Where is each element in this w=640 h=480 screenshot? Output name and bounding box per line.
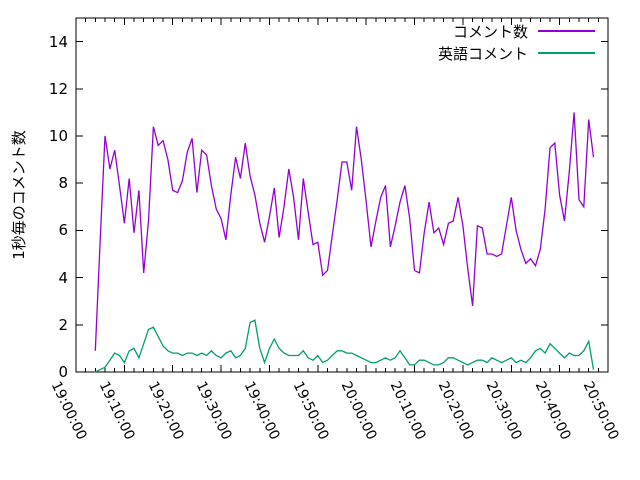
legend-line-sample-comments [538, 30, 595, 32]
legend-label-comments: コメント数 [452, 22, 528, 41]
y-tick-label: 4 [58, 268, 68, 287]
legend-row-comments: コメント数 [380, 20, 595, 42]
y-tick-label: 0 [58, 363, 68, 381]
y-tick-label: 12 [48, 79, 68, 98]
y-tick-label: 14 [48, 32, 68, 51]
y-tick-label: 8 [58, 174, 68, 193]
y-tick-label: 10 [48, 127, 68, 145]
legend-row-english-comments: 英語コメント [380, 42, 595, 64]
series-line-english-comments [95, 319, 595, 373]
series-line-comments [94, 112, 595, 351]
legend: コメント数 英語コメント [380, 20, 595, 64]
legend-line-sample-english-comments [538, 52, 595, 54]
y-tick-label: 6 [58, 221, 68, 240]
y-tick-label: 2 [58, 315, 68, 334]
legend-label-english-comments: 英語コメント [437, 44, 528, 63]
y-axis-title: 1秒毎のコメント数 [10, 130, 28, 260]
plot-border [75, 17, 609, 373]
